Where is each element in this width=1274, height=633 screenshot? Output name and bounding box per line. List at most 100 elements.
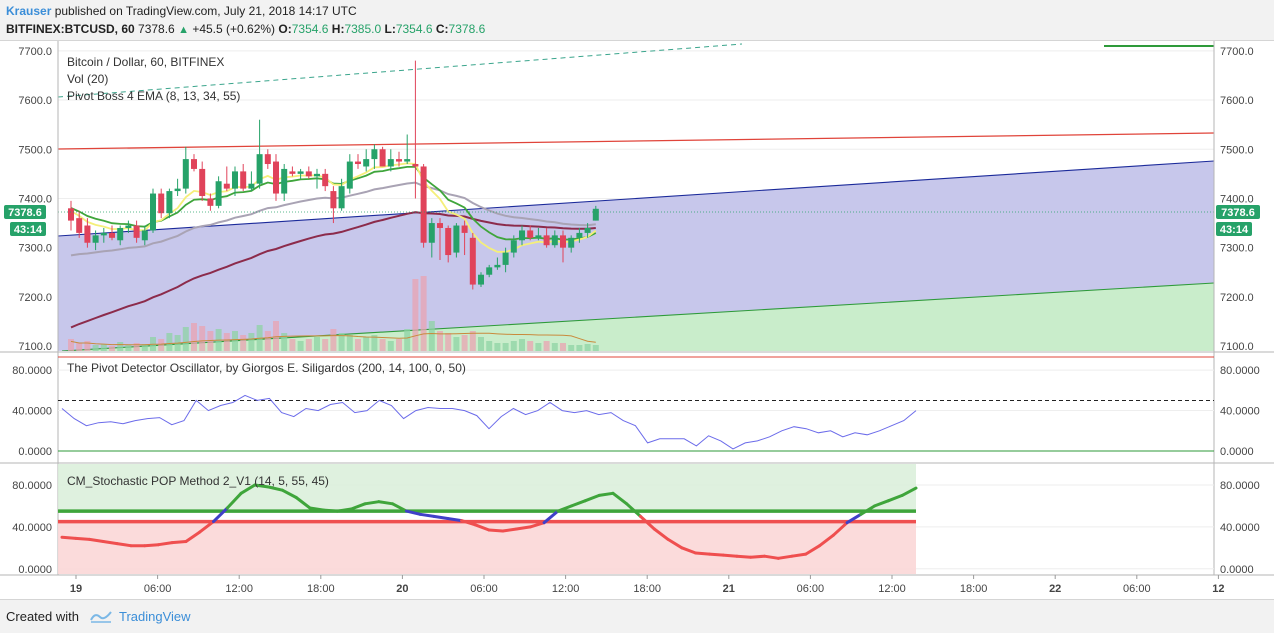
dashed-projection-line bbox=[58, 43, 743, 98]
candle-body bbox=[494, 264, 501, 268]
high-value: 7385.0 bbox=[344, 22, 382, 36]
pivot-oscillator-pane[interactable]: The Pivot Detector Oscillator, by Giorgo… bbox=[58, 356, 1214, 452]
stochastic-segment bbox=[763, 554, 780, 560]
volume-bar bbox=[84, 341, 91, 351]
stoch-tick-label: 80.0000 bbox=[1220, 480, 1260, 492]
candle-body bbox=[100, 232, 107, 236]
left-price-axis[interactable]: 7700.0 7600.0 7500.0 7400.0 7300.0 7200.0 7100… bbox=[12, 46, 52, 576]
candle-body bbox=[461, 225, 468, 233]
stochastic-segment bbox=[88, 537, 105, 543]
stochastic-segment bbox=[501, 527, 518, 533]
candle-body bbox=[92, 235, 99, 243]
candle-body bbox=[404, 159, 411, 162]
price-tick-label: 7100.0 bbox=[18, 341, 52, 353]
stochastic-pane[interactable]: CM_Stochastic POP Method 2_V1 (14, 5, 55… bbox=[58, 464, 1214, 574]
time-tick-label: 18:00 bbox=[633, 583, 661, 595]
volume-bar bbox=[396, 339, 402, 351]
stochastic-segment bbox=[156, 541, 174, 547]
osc-tick-label: 40.0000 bbox=[12, 406, 52, 418]
chart-frame[interactable]: Bitcoin / Dollar, 60, BITFINEX Vol (20) … bbox=[0, 40, 1274, 600]
created-with-text: Created with bbox=[6, 608, 79, 624]
left-price-badge: 7378.6 43:14 bbox=[4, 205, 46, 236]
candle-body bbox=[322, 173, 329, 187]
candle-body bbox=[273, 161, 279, 194]
stochastic-segment bbox=[446, 517, 463, 523]
last-price: 7378.6 bbox=[138, 22, 175, 36]
author-link[interactable]: Krauser bbox=[6, 4, 52, 18]
stochastic-segment bbox=[115, 542, 133, 548]
stochastic-segment bbox=[666, 537, 684, 550]
stochastic-segment bbox=[790, 552, 808, 558]
open-label: O: bbox=[278, 22, 292, 36]
candle-body bbox=[568, 237, 575, 248]
stochastic-segment bbox=[707, 552, 725, 557]
volume-bar bbox=[182, 327, 189, 351]
candle-body bbox=[141, 230, 148, 241]
osc-pane-title: The Pivot Detector Oscillator, by Giorgo… bbox=[67, 361, 466, 375]
low-value: 7354.6 bbox=[395, 22, 433, 36]
candle-body bbox=[84, 225, 91, 243]
candle-body bbox=[371, 149, 378, 160]
volume-bar bbox=[92, 345, 99, 351]
price-tick-label: 7300.0 bbox=[18, 243, 52, 255]
volume-bar bbox=[281, 333, 288, 351]
volume-bar bbox=[191, 323, 197, 351]
time-axis[interactable]: 19 06:00 12:00 18:00 20 06:00 12:00 18:00 21 06:0… bbox=[70, 575, 1225, 595]
candle-body bbox=[240, 171, 247, 189]
stochastic-segment bbox=[639, 514, 656, 531]
tradingview-logo-icon bbox=[90, 611, 112, 623]
candle-body bbox=[248, 183, 255, 189]
price-tick-label: 7100.0 bbox=[1220, 341, 1254, 353]
stochastic-segment bbox=[212, 506, 229, 524]
volume-bar bbox=[273, 321, 279, 351]
ema-55-line bbox=[70, 211, 596, 329]
stochastic-segment bbox=[473, 523, 491, 532]
time-tick-label: 18:00 bbox=[307, 583, 335, 595]
price-tick-label: 7600.0 bbox=[1220, 95, 1254, 107]
candle-body bbox=[346, 161, 353, 189]
osc-tick-label: 80.0000 bbox=[1220, 365, 1260, 377]
symbol-label: BITFINEX:BTCUSD, 60 bbox=[6, 22, 135, 36]
volume-bar bbox=[248, 333, 255, 351]
candle-body bbox=[535, 235, 542, 238]
stochastic-segment bbox=[831, 521, 849, 537]
stochastic-segment bbox=[391, 502, 408, 513]
volume-bar bbox=[158, 339, 165, 351]
main-price-pane[interactable]: Bitcoin / Dollar, 60, BITFINEX Vol (20) … bbox=[58, 41, 1214, 351]
stochastic-segment bbox=[873, 499, 890, 508]
candle-body bbox=[232, 171, 238, 189]
stochastic-segment bbox=[280, 488, 298, 499]
stochastic-segment bbox=[487, 528, 505, 533]
stochastic-segment bbox=[143, 543, 160, 548]
tradingview-brand-link[interactable]: TradingView bbox=[118, 608, 191, 624]
price-tick-label: 7500.0 bbox=[18, 144, 52, 156]
stochastic-segment bbox=[859, 504, 877, 516]
stochastic-segment bbox=[900, 486, 918, 497]
candle-body bbox=[314, 173, 320, 177]
volume-bar bbox=[379, 339, 386, 351]
candle-body bbox=[543, 235, 550, 246]
candle-body bbox=[560, 235, 566, 248]
candlesticks bbox=[68, 60, 599, 290]
time-tick-label: 12:00 bbox=[225, 583, 253, 595]
candle-body bbox=[396, 159, 402, 162]
price-tick-label: 7400.0 bbox=[1220, 193, 1254, 205]
stochastic-segment bbox=[404, 509, 422, 516]
candle-body bbox=[256, 154, 263, 184]
volume-bar bbox=[166, 333, 173, 351]
candle-body bbox=[182, 159, 189, 189]
candle-body bbox=[428, 223, 435, 243]
volume-bar bbox=[355, 339, 361, 351]
candle-body bbox=[174, 188, 181, 192]
candle-body bbox=[109, 232, 115, 238]
price-tick-label: 7300.0 bbox=[1220, 243, 1254, 255]
volume-bar bbox=[404, 329, 411, 351]
stochastic-segment bbox=[528, 521, 546, 529]
chart-svg[interactable]: Bitcoin / Dollar, 60, BITFINEX Vol (20) … bbox=[0, 41, 1274, 601]
right-price-axis[interactable]: 7700.0 7600.0 7500.0 7400.0 7300.0 7200.0 7100… bbox=[1220, 46, 1260, 576]
stochastic-segment bbox=[694, 551, 711, 556]
volume-bar bbox=[223, 333, 230, 351]
stochastic-segment bbox=[294, 496, 312, 510]
price-tick-label: 7200.0 bbox=[1220, 292, 1254, 304]
price-change: +45.5 (+0.62%) bbox=[192, 22, 276, 36]
